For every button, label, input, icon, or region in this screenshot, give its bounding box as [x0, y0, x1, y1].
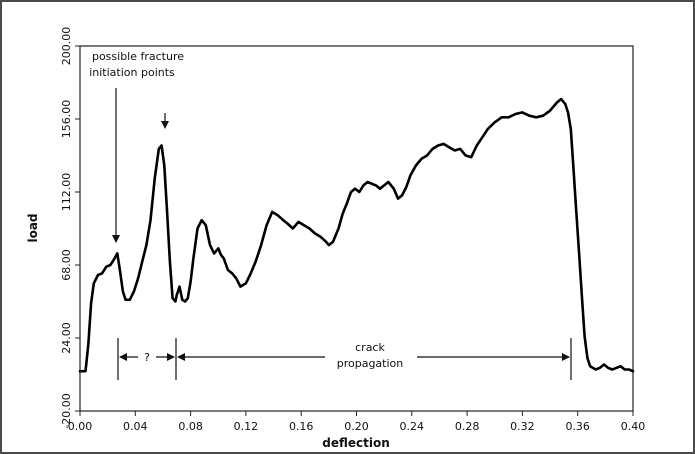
crack-label-line2: propagation	[337, 357, 404, 370]
fracture-label-line1: possible fracture	[92, 50, 184, 63]
x-axis-ticks: 0.00 0.04 0.08 0.12 0.16 0.20 0.24 0.28 0.32 0.36…	[68, 411, 646, 433]
y-tick-label: 156.00	[60, 100, 73, 139]
crack-label-line1: crack	[355, 341, 385, 354]
load-series-line	[78, 97, 635, 373]
y-tick-label: 68.00	[60, 249, 73, 281]
x-tick-label: 0.28	[455, 420, 480, 433]
y-tick-label: 24.00	[60, 322, 73, 354]
x-tick-label: 0.08	[178, 420, 203, 433]
x-tick-label: 0.04	[123, 420, 148, 433]
fracture-label-line2: initiation points	[89, 66, 175, 79]
question-label: ?	[144, 351, 150, 364]
y-tick-label: 112.00	[60, 173, 73, 212]
x-tick-label: 0.40	[621, 420, 646, 433]
x-tick-label: 0.12	[234, 420, 259, 433]
x-tick-label: 0.24	[400, 420, 425, 433]
x-tick-label: 0.20	[344, 420, 369, 433]
x-tick-label: 0.00	[68, 420, 93, 433]
y-tick-label: 200.00	[60, 27, 73, 66]
x-tick-label: 0.16	[289, 420, 314, 433]
y-tick-label: -20.00	[60, 393, 73, 428]
x-tick-label: 0.32	[510, 420, 535, 433]
x-tick-label: 0.36	[565, 420, 590, 433]
x-axis-title: deflection	[322, 436, 390, 450]
y-axis-ticks: -20.00 24.00 68.00 112.00 156.00 200.00	[60, 27, 80, 429]
y-axis-title: load	[26, 213, 40, 242]
